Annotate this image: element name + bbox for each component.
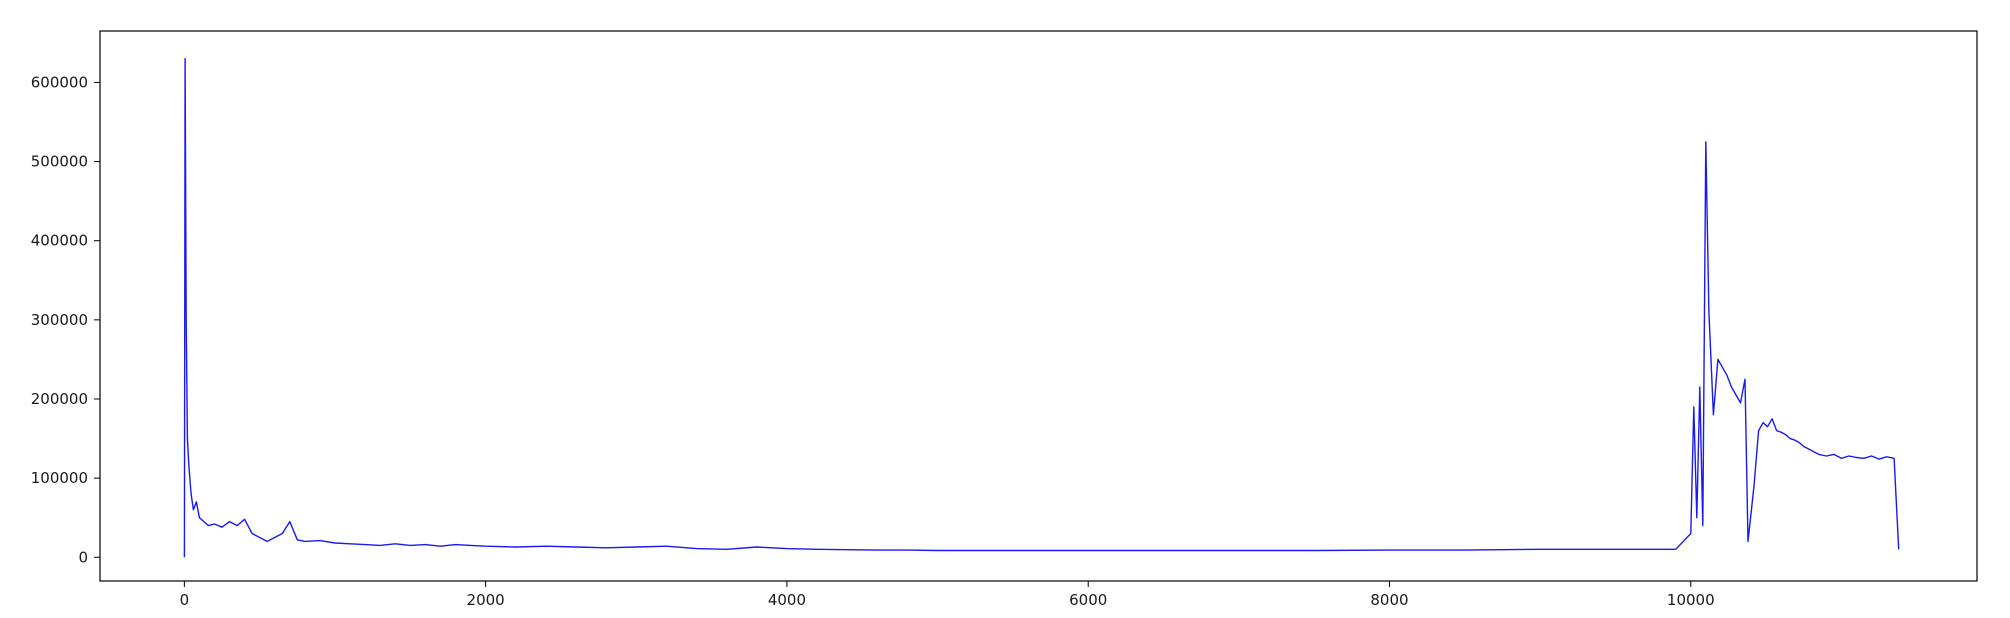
y-axis: 0 100000 200000 300000 400000 500000 600000 [31,73,100,566]
x-tick-label: 4000 [768,591,806,609]
series-line-0 [183,58,1900,558]
y-tick-label: 200000 [31,390,88,408]
x-tick-label: 8000 [1370,591,1408,609]
x-tick-label: 2000 [467,591,505,609]
y-tick-label: 600000 [31,73,88,91]
y-tick-label: 0 [78,548,88,566]
x-tick-label: 0 [180,591,190,609]
y-tick-label: 300000 [31,311,88,329]
y-tick-label: 500000 [31,153,88,171]
axes-frame [99,30,1978,582]
plot-area [183,58,1900,558]
y-tick-label: 100000 [31,469,88,487]
y-tick-label: 400000 [31,232,88,250]
x-tick-label: 6000 [1069,591,1107,609]
x-tick-label: 10000 [1667,591,1715,609]
x-axis: 0 2000 4000 6000 8000 10000 [180,581,1715,609]
